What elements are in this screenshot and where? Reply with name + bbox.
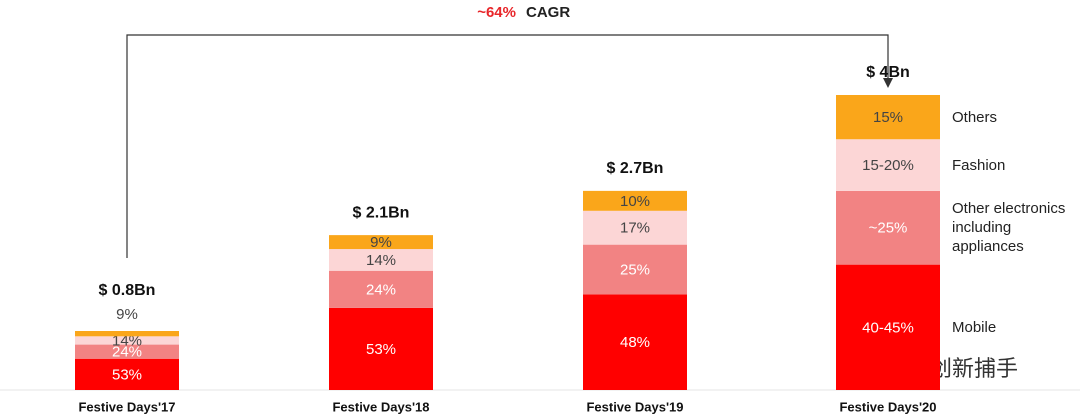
bar-segment xyxy=(583,210,687,245)
bar-segment xyxy=(329,249,433,271)
segment-label: 48% xyxy=(620,334,650,351)
bar-segment xyxy=(583,294,687,390)
segment-label: 10% xyxy=(620,193,650,210)
bar-segment xyxy=(583,244,687,295)
segment-label: 24% xyxy=(366,281,396,298)
segment-label: 25% xyxy=(620,261,650,278)
cagr-arrowhead xyxy=(883,78,893,88)
bar-segment xyxy=(75,358,179,390)
segment-label: 53% xyxy=(112,366,142,383)
x-tick-label: Festive Days'17 xyxy=(78,399,175,414)
bar-segment xyxy=(836,95,940,140)
segment-label: ~25% xyxy=(869,220,908,237)
segment-label: 40-45% xyxy=(862,319,914,336)
legend-label: Other electronics including appliances xyxy=(952,200,1066,256)
segment-label: 14% xyxy=(112,332,142,349)
segment-label: 15% xyxy=(873,109,903,126)
legend-item: Mobile xyxy=(952,318,997,336)
bar-segment xyxy=(583,190,687,211)
segment-label: 14% xyxy=(366,252,396,269)
bar-segment xyxy=(329,270,433,308)
segment-label: 17% xyxy=(620,220,650,237)
bar-segment xyxy=(329,307,433,390)
x-tick-label: Festive Days'20 xyxy=(839,399,936,414)
bar-segment xyxy=(836,264,940,390)
legend-item: Fashion xyxy=(952,156,1006,174)
legend-item: Other electronics including appliances xyxy=(952,200,1066,256)
total-label: $ 0.8Bn xyxy=(99,282,156,299)
legend-label: Mobile xyxy=(952,318,997,336)
segment-label: 9% xyxy=(116,306,138,323)
legend-label: Others xyxy=(952,108,998,126)
bar-segment xyxy=(836,190,940,265)
legend-label: Fashion xyxy=(952,156,1006,174)
segment-label: 9% xyxy=(370,234,392,251)
x-tick-label: Festive Days'19 xyxy=(586,399,683,414)
legend-item: Others xyxy=(952,108,998,126)
total-label: $ 4Bn xyxy=(866,64,910,81)
segment-label: 15-20% xyxy=(862,157,914,174)
segment-label: 24% xyxy=(112,344,142,361)
segment-label: 53% xyxy=(366,341,396,358)
bar-segment xyxy=(75,336,179,345)
total-label: $ 2.1Bn xyxy=(353,204,410,221)
bar-segment xyxy=(836,139,940,191)
bar-segment xyxy=(75,331,179,337)
bar-segment xyxy=(329,235,433,250)
bar-segment xyxy=(75,344,179,359)
cagr-text: CAGR xyxy=(526,4,570,21)
x-tick-label: Festive Days'18 xyxy=(332,399,429,414)
cagr-bracket xyxy=(126,34,889,258)
cagr-value: ~64% xyxy=(477,4,516,21)
total-label: $ 2.7Bn xyxy=(607,160,664,177)
